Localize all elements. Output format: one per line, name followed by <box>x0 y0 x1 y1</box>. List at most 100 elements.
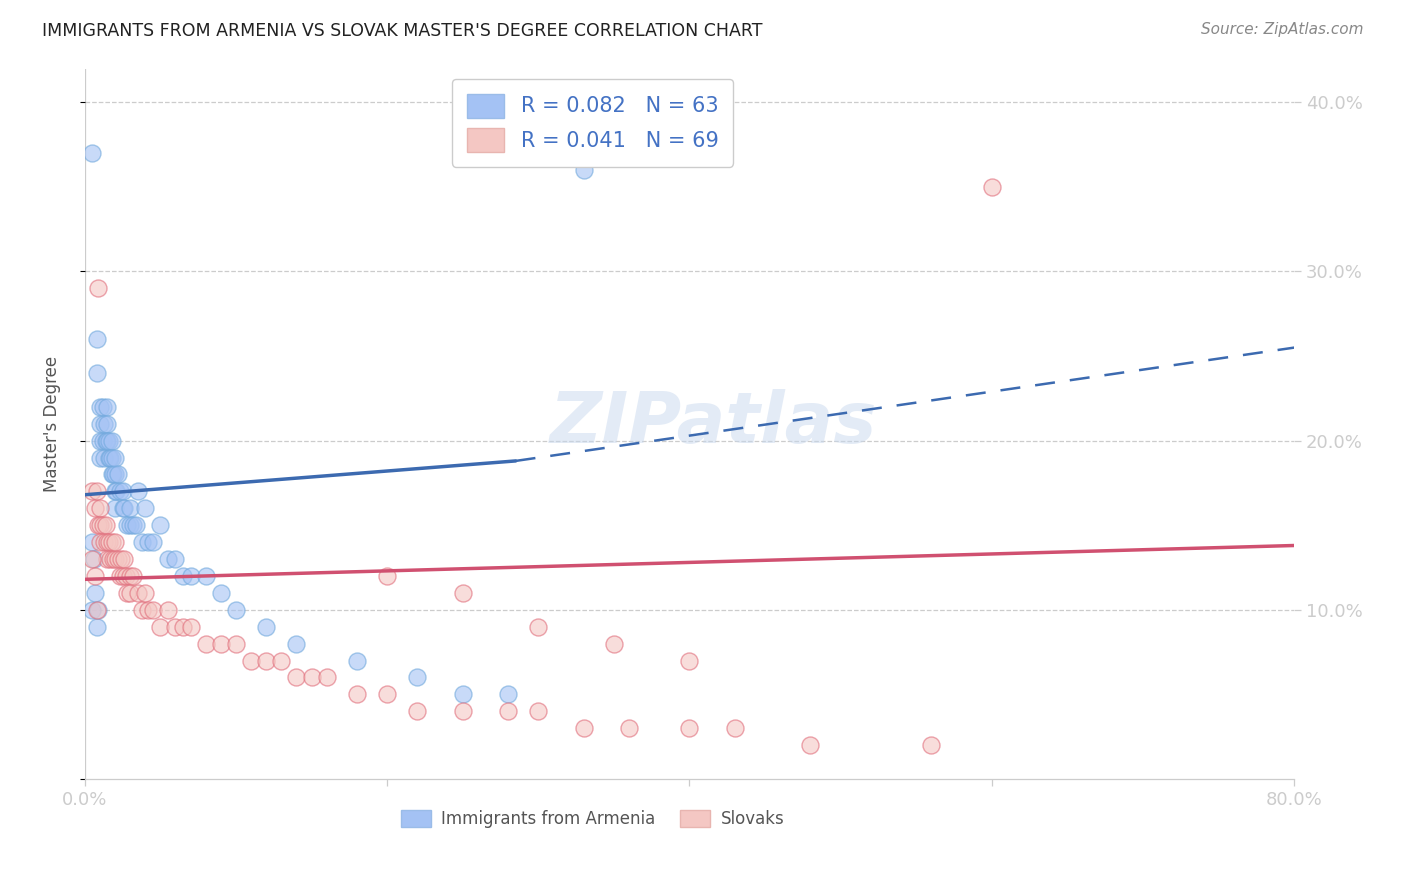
Point <box>127 484 149 499</box>
Point <box>114 569 136 583</box>
Point <box>103 552 125 566</box>
Point <box>87 518 110 533</box>
Point <box>104 467 127 482</box>
Point <box>678 721 700 735</box>
Point <box>104 552 127 566</box>
Point <box>101 450 124 465</box>
Point <box>254 653 277 667</box>
Point <box>104 501 127 516</box>
Point <box>89 450 111 465</box>
Point <box>617 721 640 735</box>
Point <box>91 400 114 414</box>
Point <box>678 653 700 667</box>
Point <box>108 484 131 499</box>
Point <box>209 586 232 600</box>
Point <box>572 721 595 735</box>
Point <box>254 620 277 634</box>
Point <box>86 603 108 617</box>
Legend: Immigrants from Armenia, Slovaks: Immigrants from Armenia, Slovaks <box>395 803 790 835</box>
Point <box>115 586 138 600</box>
Point <box>82 484 104 499</box>
Point <box>89 434 111 448</box>
Point <box>980 180 1002 194</box>
Point <box>87 603 110 617</box>
Point <box>86 366 108 380</box>
Point <box>100 450 122 465</box>
Point <box>96 400 118 414</box>
Point <box>82 552 104 566</box>
Point <box>112 501 135 516</box>
Point <box>156 603 179 617</box>
Y-axis label: Master's Degree: Master's Degree <box>44 356 60 491</box>
Point <box>142 603 165 617</box>
Point <box>89 535 111 549</box>
Point <box>149 518 172 533</box>
Point <box>136 535 159 549</box>
Point <box>93 535 115 549</box>
Point <box>83 552 105 566</box>
Point <box>93 450 115 465</box>
Point <box>82 535 104 549</box>
Point <box>125 518 148 533</box>
Point <box>111 501 134 516</box>
Point <box>375 569 398 583</box>
Point <box>104 535 127 549</box>
Point <box>84 569 107 583</box>
Point <box>406 704 429 718</box>
Point <box>225 603 247 617</box>
Point <box>86 332 108 346</box>
Point <box>603 637 626 651</box>
Point <box>111 569 134 583</box>
Point <box>209 637 232 651</box>
Point <box>86 620 108 634</box>
Point <box>82 146 104 161</box>
Point <box>87 281 110 295</box>
Point <box>149 620 172 634</box>
Point <box>136 603 159 617</box>
Point <box>180 620 202 634</box>
Point <box>165 552 187 566</box>
Point <box>799 738 821 752</box>
Point <box>285 670 308 684</box>
Point <box>97 450 120 465</box>
Point <box>112 552 135 566</box>
Point <box>115 518 138 533</box>
Point <box>194 637 217 651</box>
Point <box>451 704 474 718</box>
Point <box>346 653 368 667</box>
Point <box>96 417 118 431</box>
Point <box>100 552 122 566</box>
Point <box>724 721 747 735</box>
Point <box>103 467 125 482</box>
Point <box>142 535 165 549</box>
Point <box>496 687 519 701</box>
Point <box>134 501 156 516</box>
Point <box>165 620 187 634</box>
Point <box>110 552 132 566</box>
Point <box>84 586 107 600</box>
Point <box>406 670 429 684</box>
Point <box>346 687 368 701</box>
Text: IMMIGRANTS FROM ARMENIA VS SLOVAK MASTER'S DEGREE CORRELATION CHART: IMMIGRANTS FROM ARMENIA VS SLOVAK MASTER… <box>42 22 762 40</box>
Point <box>107 467 129 482</box>
Point <box>101 434 124 448</box>
Point <box>920 738 942 752</box>
Point <box>97 535 120 549</box>
Point <box>101 535 124 549</box>
Point <box>315 670 337 684</box>
Point <box>93 417 115 431</box>
Point <box>172 620 194 634</box>
Point <box>89 400 111 414</box>
Point <box>104 450 127 465</box>
Point <box>451 687 474 701</box>
Point <box>451 586 474 600</box>
Point <box>572 163 595 178</box>
Point <box>105 484 128 499</box>
Point <box>122 569 145 583</box>
Text: ZIPatlas: ZIPatlas <box>550 389 877 458</box>
Point <box>120 569 142 583</box>
Point <box>172 569 194 583</box>
Text: Source: ZipAtlas.com: Source: ZipAtlas.com <box>1201 22 1364 37</box>
Point <box>131 535 153 549</box>
Point <box>127 586 149 600</box>
